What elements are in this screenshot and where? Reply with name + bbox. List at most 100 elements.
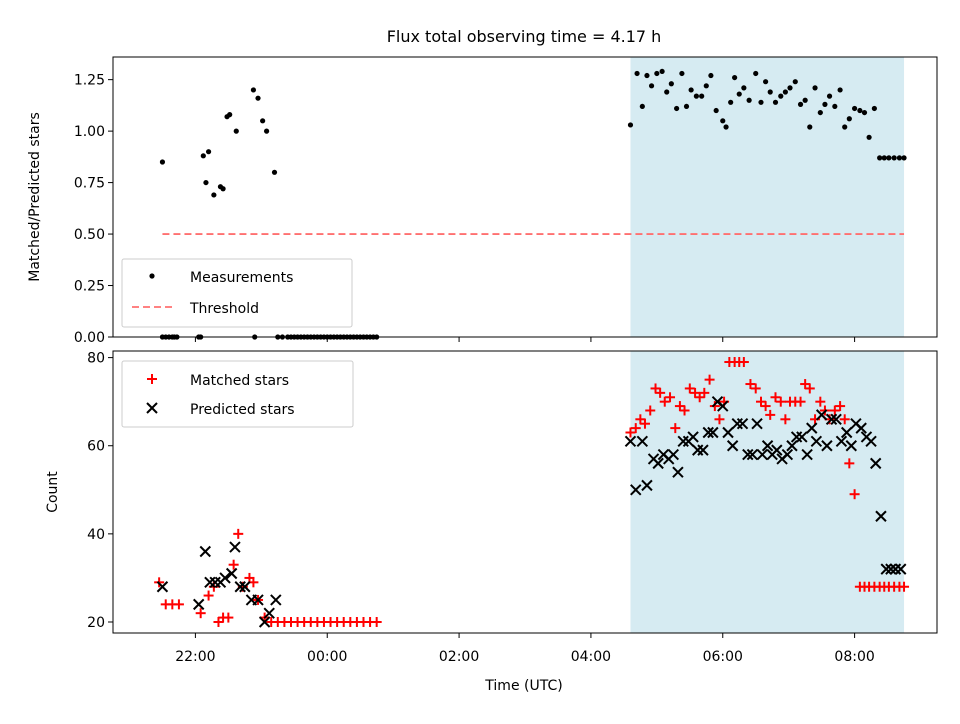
predicted-star-point xyxy=(687,431,699,443)
measurement-point xyxy=(787,85,793,91)
predicted-star-point xyxy=(697,444,709,456)
measurement-point xyxy=(741,85,747,91)
y-tick-label: 60 xyxy=(87,439,105,455)
y-tick-label: 20 xyxy=(87,615,105,631)
matched-star-point xyxy=(684,383,695,394)
measurement-point xyxy=(255,95,261,101)
matched-star-point xyxy=(899,581,910,592)
y-tick-label: 0.00 xyxy=(74,330,105,346)
matched-star-point xyxy=(804,383,815,394)
matched-star-point xyxy=(780,414,791,425)
measurement-point xyxy=(260,118,266,124)
measurement-point xyxy=(203,179,209,186)
matched-star-point xyxy=(223,612,234,623)
measurement-point xyxy=(200,153,206,159)
predicted-star-point xyxy=(751,417,763,430)
measurement-point xyxy=(728,99,734,105)
matched-star-point xyxy=(795,396,806,407)
measurement-point xyxy=(817,109,823,116)
predicted-star-point xyxy=(880,563,892,575)
predicted-star-point xyxy=(786,440,798,452)
y-tick-label: 0.75 xyxy=(74,176,105,192)
predicted-star-point xyxy=(722,426,734,439)
measurement-point xyxy=(832,103,838,110)
matched-star-point xyxy=(213,616,224,627)
measurement-point xyxy=(842,124,848,130)
predicted-star-point xyxy=(234,581,246,593)
predicted-star-point xyxy=(771,444,783,456)
predicted-star-point xyxy=(761,440,774,452)
measurement-point xyxy=(881,155,887,161)
matched-star-point xyxy=(674,401,685,412)
predicted-star-point xyxy=(624,435,637,448)
predicted-star-point xyxy=(263,607,275,619)
matched-star-point xyxy=(755,396,766,407)
predicted-star-point xyxy=(869,457,882,470)
measurement-point xyxy=(683,103,690,110)
measurement-point xyxy=(866,134,872,140)
matched-star-point xyxy=(690,387,701,398)
predicted-star-point xyxy=(781,448,794,461)
measurement-point xyxy=(792,79,798,85)
measurement-point xyxy=(732,74,738,81)
matched-star-point xyxy=(709,401,720,412)
matched-star-point xyxy=(655,387,666,398)
matched-star-point xyxy=(694,392,705,403)
measurement-point xyxy=(688,87,694,93)
measurement-point xyxy=(659,68,665,75)
matched-star-point xyxy=(839,414,850,425)
predicted-star-point xyxy=(156,581,169,593)
predicted-star-point xyxy=(667,448,680,461)
predicted-star-point xyxy=(825,413,838,426)
bottom-x-axis: 22:00 00:00 02:00 04:00 06:00 08:00 xyxy=(175,633,875,665)
matched-star-point xyxy=(745,379,756,390)
measurement-points xyxy=(159,68,907,340)
measurement-point xyxy=(634,70,640,77)
measurement-point xyxy=(822,101,828,107)
y-tick-label: 0.25 xyxy=(74,279,105,295)
matched-star-point xyxy=(849,489,860,500)
predicted-star-point xyxy=(746,448,759,461)
measurement-point xyxy=(713,107,719,114)
matched-star-point xyxy=(228,559,239,570)
legend-measurements-label: Measurements xyxy=(190,270,293,286)
matched-star-point xyxy=(659,396,670,407)
measurement-point xyxy=(886,155,892,161)
y-tick-label: 1.25 xyxy=(74,73,105,89)
measurement-point xyxy=(639,103,645,110)
y-tick-label: 40 xyxy=(87,527,105,543)
x-tick-label: 22:00 xyxy=(175,649,215,665)
matched-star-point xyxy=(699,387,710,398)
measurement-point xyxy=(693,93,699,99)
predicted-star-point xyxy=(258,616,271,628)
measurement-point xyxy=(896,155,903,161)
matched-star-point xyxy=(775,396,786,407)
predicted-star-point xyxy=(707,426,719,439)
measurement-point xyxy=(758,99,764,105)
predicted-star-point xyxy=(726,440,739,452)
measurement-point xyxy=(861,109,868,116)
matched-star-point xyxy=(765,409,776,420)
matched-star-point xyxy=(203,590,214,601)
bottom-shaded-span xyxy=(630,351,905,633)
matched-stars-points xyxy=(154,357,910,627)
matched-star-point xyxy=(650,383,661,394)
measurement-point xyxy=(736,91,742,97)
measurement-point xyxy=(778,93,784,99)
matched-star-point xyxy=(371,616,382,627)
measurement-point xyxy=(211,192,217,198)
measurement-point xyxy=(708,72,714,79)
predicted-star-point xyxy=(806,422,818,434)
predicted-star-point xyxy=(801,448,813,461)
bottom-legend: Matched stars Predicted stars xyxy=(121,360,354,428)
matched-star-point xyxy=(173,599,184,610)
top-plot-frame xyxy=(112,56,938,338)
predicted-star-point xyxy=(199,545,211,558)
measurement-point xyxy=(746,97,752,103)
legend-matched-label: Matched stars xyxy=(190,373,289,389)
predicted-star-point xyxy=(756,448,769,461)
measurement-point xyxy=(205,149,212,155)
y-tick-label: 0.50 xyxy=(74,227,105,243)
